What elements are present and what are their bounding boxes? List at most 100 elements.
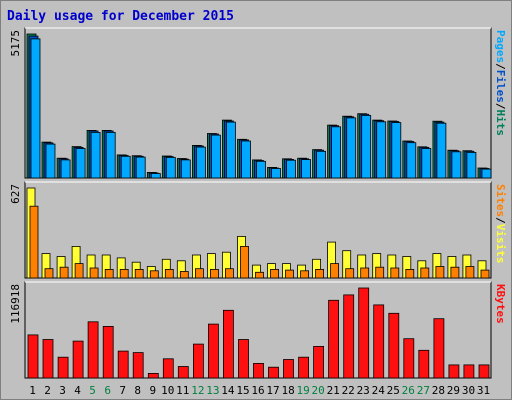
bar-pages-day-14 xyxy=(225,121,236,179)
y-max-label-visits-sites: 627 xyxy=(9,184,22,204)
chart-title: Daily usage for December 2015 xyxy=(7,9,234,24)
bar-kbytes-day-6 xyxy=(102,325,114,379)
bar-sites-day-1 xyxy=(29,205,39,279)
bar-kbytes-day-22 xyxy=(343,294,355,379)
x-tick-label-day-24: 24 xyxy=(372,384,386,397)
bar-sites-day-24 xyxy=(375,266,385,279)
panel-visits-sites: 627 Sites/Visits xyxy=(9,181,507,279)
bar-sites-day-8 xyxy=(134,268,144,279)
bar-kbytes-day-3 xyxy=(57,356,69,379)
x-tick-label-day-8: 8 xyxy=(134,384,141,397)
bar-sites-day-31 xyxy=(480,269,490,279)
legend-item-0: KBytes xyxy=(494,284,507,324)
bar-pages-day-19 xyxy=(301,159,312,179)
x-tick-label-day-28: 28 xyxy=(432,384,445,397)
x-tick-label-day-13: 13 xyxy=(206,384,219,397)
bar-pages-day-18 xyxy=(286,159,296,179)
bar-sites-day-3 xyxy=(59,266,69,279)
bar-sites-day-5 xyxy=(89,267,99,279)
x-tick-label-day-21: 21 xyxy=(327,384,340,397)
bar-sites-day-26 xyxy=(405,268,415,279)
bar-pages-day-20 xyxy=(316,150,327,179)
legend-hits-files-pages: Pages/Files/Hits xyxy=(494,30,507,136)
bar-sites-day-4 xyxy=(74,263,84,279)
bar-kbytes-day-17 xyxy=(268,366,279,379)
x-tick-label-day-30: 30 xyxy=(462,384,475,397)
bar-sites-day-18 xyxy=(285,269,294,279)
bar-pages-day-12 xyxy=(195,146,206,179)
bar-pages-day-9 xyxy=(150,173,161,179)
bar-kbytes-day-31 xyxy=(478,364,490,379)
x-tick-label-day-16: 16 xyxy=(251,384,264,397)
x-tick-label-day-9: 9 xyxy=(149,384,156,397)
bar-pages-day-5 xyxy=(90,131,101,179)
bar-pages-day-10 xyxy=(165,156,176,179)
bar-pages-day-17 xyxy=(271,168,281,179)
bar-sites-day-21 xyxy=(330,263,340,279)
legend-item-3: / xyxy=(494,103,507,110)
x-tick-label-day-5: 5 xyxy=(89,384,96,397)
bar-sites-day-25 xyxy=(390,267,400,279)
x-tick-label-day-11: 11 xyxy=(176,384,189,397)
panel-hits-files-pages: 5175 Pages/Files/Hits xyxy=(9,27,507,179)
bar-kbytes-day-10 xyxy=(162,358,174,379)
bar-pages-day-3 xyxy=(60,159,71,179)
bar-sites-day-2 xyxy=(44,268,54,279)
x-tick-label-day-2: 2 xyxy=(44,384,51,397)
bar-sites-day-6 xyxy=(104,268,114,279)
x-tick-label-day-3: 3 xyxy=(59,384,66,397)
bar-pages-day-28 xyxy=(436,122,447,179)
bar-pages-day-24 xyxy=(376,121,387,179)
x-tick-label-day-25: 25 xyxy=(387,384,400,397)
bar-kbytes-day-8 xyxy=(132,352,144,379)
bar-sites-day-30 xyxy=(465,266,475,279)
bar-kbytes-day-20 xyxy=(313,345,325,379)
legend-visits-sites: Sites/Visits xyxy=(494,184,507,264)
bar-kbytes-day-27 xyxy=(418,349,430,379)
bar-pages-day-25 xyxy=(391,122,402,179)
bar-pages-day-15 xyxy=(241,140,251,179)
x-tick-label-day-14: 14 xyxy=(221,384,235,397)
bar-sites-day-16 xyxy=(255,271,264,279)
bar-kbytes-day-29 xyxy=(448,364,460,379)
x-tick-label-day-22: 22 xyxy=(342,384,355,397)
x-tick-label-day-20: 20 xyxy=(311,384,324,397)
bar-kbytes-day-2 xyxy=(42,339,54,379)
bar-kbytes-day-15 xyxy=(238,339,249,379)
legend-item-0: Pages xyxy=(494,30,507,63)
bar-pages-day-30 xyxy=(466,151,477,179)
legend-item-2: Visits xyxy=(494,224,507,264)
bar-pages-day-8 xyxy=(135,156,146,179)
x-tick-label-day-23: 23 xyxy=(357,384,370,397)
x-tick-label-day-1: 1 xyxy=(29,384,36,397)
x-tick-label-day-12: 12 xyxy=(191,384,204,397)
bar-pages-day-22 xyxy=(346,117,357,179)
panel-kbytes: 116918 KBytes xyxy=(9,281,507,379)
legend-item-4: Hits xyxy=(494,110,507,137)
legend-item-0: Sites xyxy=(494,184,507,217)
bar-sites-day-28 xyxy=(435,266,445,279)
x-tick-label-day-15: 15 xyxy=(236,384,249,397)
legend-item-1: / xyxy=(494,217,507,224)
bar-pages-day-31 xyxy=(481,168,492,179)
bar-pages-day-4 xyxy=(75,148,86,179)
x-tick-label-day-10: 10 xyxy=(161,384,174,397)
bar-sites-day-19 xyxy=(300,270,310,279)
legend-item-1: / xyxy=(494,63,507,70)
x-tick-label-day-19: 19 xyxy=(296,384,309,397)
bar-sites-day-9 xyxy=(149,270,159,279)
bar-pages-day-7 xyxy=(120,155,131,179)
bar-sites-day-11 xyxy=(179,271,189,279)
bar-kbytes-day-12 xyxy=(192,343,204,379)
legend-kbytes: KBytes xyxy=(494,284,507,324)
bar-sites-day-12 xyxy=(194,268,204,279)
x-tick-label-day-17: 17 xyxy=(266,384,279,397)
bar-pages-day-13 xyxy=(210,134,221,179)
bar-pages-day-29 xyxy=(451,151,462,179)
bar-pages-day-6 xyxy=(105,131,116,179)
y-max-label-hits-files-pages: 5175 xyxy=(9,30,22,57)
bar-pages-day-21 xyxy=(331,126,342,179)
bar-sites-day-22 xyxy=(345,268,355,279)
